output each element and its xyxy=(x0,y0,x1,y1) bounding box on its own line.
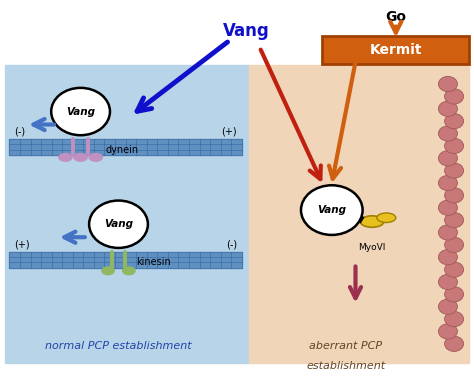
Text: kinesin: kinesin xyxy=(137,257,171,267)
Text: MyoVI: MyoVI xyxy=(358,243,386,252)
Text: (+): (+) xyxy=(221,126,237,136)
Circle shape xyxy=(445,262,464,277)
Text: establishment: establishment xyxy=(307,361,385,371)
Circle shape xyxy=(438,274,457,290)
Ellipse shape xyxy=(123,267,135,275)
Ellipse shape xyxy=(102,267,114,275)
Circle shape xyxy=(438,175,457,191)
FancyBboxPatch shape xyxy=(322,36,469,64)
Text: normal PCP establishment: normal PCP establishment xyxy=(45,341,192,351)
Text: aberrant PCP: aberrant PCP xyxy=(310,341,383,351)
Circle shape xyxy=(445,138,464,154)
Circle shape xyxy=(438,299,457,314)
Ellipse shape xyxy=(74,154,87,161)
Circle shape xyxy=(438,76,457,92)
Circle shape xyxy=(438,126,457,141)
Text: Vang: Vang xyxy=(223,21,270,40)
Circle shape xyxy=(301,185,363,235)
Ellipse shape xyxy=(89,154,102,161)
Text: Kermit: Kermit xyxy=(370,43,422,57)
Circle shape xyxy=(89,201,148,248)
Text: (-): (-) xyxy=(14,126,25,136)
Circle shape xyxy=(51,88,110,135)
Text: Go: Go xyxy=(385,10,406,24)
Text: dynein: dynein xyxy=(105,145,138,155)
Circle shape xyxy=(438,101,457,117)
Ellipse shape xyxy=(59,154,72,161)
Text: (+): (+) xyxy=(14,239,30,249)
Circle shape xyxy=(445,336,464,351)
Circle shape xyxy=(438,200,457,215)
Circle shape xyxy=(445,163,464,178)
Circle shape xyxy=(438,249,457,265)
Circle shape xyxy=(438,324,457,339)
Circle shape xyxy=(445,113,464,129)
Circle shape xyxy=(445,237,464,253)
Circle shape xyxy=(438,151,457,166)
Circle shape xyxy=(445,212,464,228)
Text: (-): (-) xyxy=(226,239,237,249)
Text: Vang: Vang xyxy=(104,219,133,229)
Text: Vang: Vang xyxy=(317,205,346,215)
Circle shape xyxy=(445,188,464,203)
Circle shape xyxy=(445,89,464,104)
Circle shape xyxy=(445,311,464,327)
Bar xyxy=(249,65,469,363)
Ellipse shape xyxy=(360,216,384,227)
Circle shape xyxy=(438,225,457,240)
Bar xyxy=(9,252,242,268)
Bar xyxy=(5,65,249,363)
Circle shape xyxy=(445,286,464,302)
Bar xyxy=(9,139,242,155)
Text: Vang: Vang xyxy=(66,107,95,117)
Ellipse shape xyxy=(377,213,396,222)
